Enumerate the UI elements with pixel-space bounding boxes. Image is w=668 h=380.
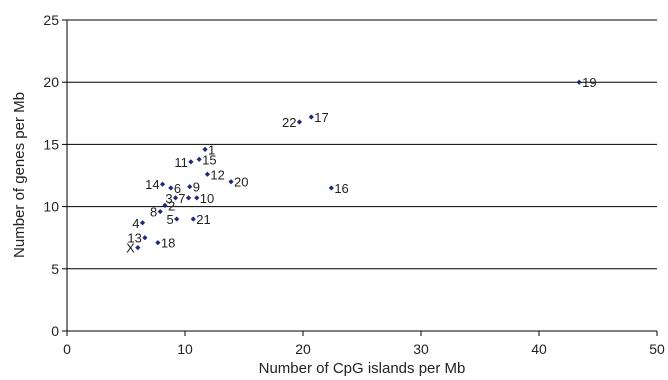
point-label: 22 xyxy=(282,115,296,130)
gridlines xyxy=(67,19,657,270)
x-axis-title: Number of CpG islands per Mb xyxy=(259,360,466,377)
data-point xyxy=(204,171,211,177)
data-point xyxy=(135,245,141,251)
data-point xyxy=(228,179,234,185)
data-point xyxy=(187,184,193,190)
x-tick-label: 20 xyxy=(295,341,311,357)
point-label: 20 xyxy=(234,175,248,190)
y-axis-title: Number of genes per Mb xyxy=(11,92,28,258)
y-tick-label: 0 xyxy=(51,323,59,339)
x-tick-label: 40 xyxy=(531,341,547,357)
x-tick-label: 50 xyxy=(649,341,665,357)
point-label: 1 xyxy=(208,142,215,157)
data-point xyxy=(172,195,179,201)
x-tick-label: 10 xyxy=(177,341,193,357)
y-tick-label: 15 xyxy=(43,136,59,152)
data-point xyxy=(296,119,303,125)
data-point xyxy=(202,146,208,152)
point-label: 9 xyxy=(193,180,200,195)
point-label: 17 xyxy=(314,110,328,125)
data-point xyxy=(188,159,194,165)
point-label: 14 xyxy=(145,177,159,192)
point-label: 6 xyxy=(174,181,181,196)
point-label: 7 xyxy=(178,191,185,206)
point-label: 13 xyxy=(127,231,141,246)
data-point xyxy=(162,202,168,208)
data-point xyxy=(139,220,146,226)
data-point xyxy=(174,216,180,222)
point-label: 11 xyxy=(174,155,188,170)
point-label: 10 xyxy=(200,191,214,206)
data-point xyxy=(185,195,192,201)
point-label: 2 xyxy=(168,198,175,213)
point-label: 16 xyxy=(334,181,348,196)
data-point xyxy=(328,185,334,191)
x-tick-label: 0 xyxy=(63,341,71,357)
data-point xyxy=(308,114,314,120)
y-tick-label: 25 xyxy=(43,12,59,28)
axes xyxy=(62,19,658,336)
x-tick-label: 30 xyxy=(413,341,429,357)
point-label: 4 xyxy=(132,216,139,231)
y-tick-label: 10 xyxy=(43,199,59,215)
data-point xyxy=(155,240,161,246)
data-point xyxy=(194,195,200,201)
point-label: 8 xyxy=(150,205,157,220)
point-label: 21 xyxy=(196,212,210,227)
data-point xyxy=(142,235,148,241)
y-tick-label: 5 xyxy=(51,261,59,277)
point-label: 15 xyxy=(202,152,216,167)
point-label: 5 xyxy=(167,212,174,227)
data-point xyxy=(157,208,163,215)
y-tick-label: 20 xyxy=(43,74,59,90)
data-point xyxy=(159,181,166,187)
data-point xyxy=(576,79,582,85)
point-label: 18 xyxy=(161,236,175,251)
point-label: 3 xyxy=(165,191,172,206)
point-label: 19 xyxy=(582,75,596,90)
point-label: X xyxy=(126,241,135,256)
data-point xyxy=(190,216,196,222)
data-point xyxy=(168,185,174,191)
point-label: 12 xyxy=(210,167,224,182)
data-point xyxy=(196,156,202,162)
